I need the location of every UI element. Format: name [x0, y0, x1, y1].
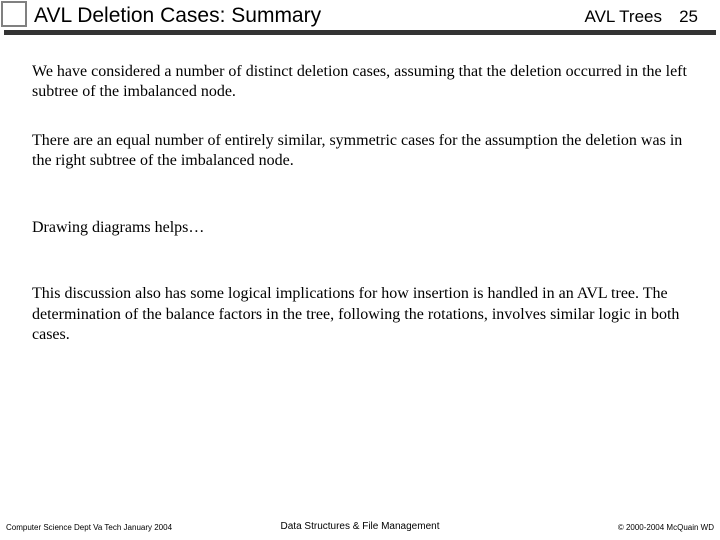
footer-center: Data Structures & File Management	[281, 521, 440, 532]
slide: AVL Deletion Cases: Summary AVL Trees 25…	[0, 0, 720, 540]
corner-box-icon	[1, 1, 27, 27]
slide-title: AVL Deletion Cases: Summary	[34, 4, 321, 28]
header-divider	[4, 30, 716, 35]
paragraph: There are an equal number of entirely si…	[32, 131, 692, 172]
paragraph: Drawing diagrams helps…	[32, 218, 692, 238]
header: AVL Deletion Cases: Summary AVL Trees 25	[0, 0, 720, 36]
slide-number: 25	[679, 7, 698, 27]
chapter-label: AVL Trees	[585, 7, 662, 27]
paragraph: This discussion also has some logical im…	[32, 284, 692, 345]
body-content: We have considered a number of distinct …	[32, 62, 692, 374]
footer-right: © 2000-2004 McQuain WD	[618, 523, 714, 532]
paragraph: We have considered a number of distinct …	[32, 62, 692, 103]
footer: Computer Science Dept Va Tech January 20…	[0, 514, 720, 534]
footer-left: Computer Science Dept Va Tech January 20…	[6, 523, 172, 532]
